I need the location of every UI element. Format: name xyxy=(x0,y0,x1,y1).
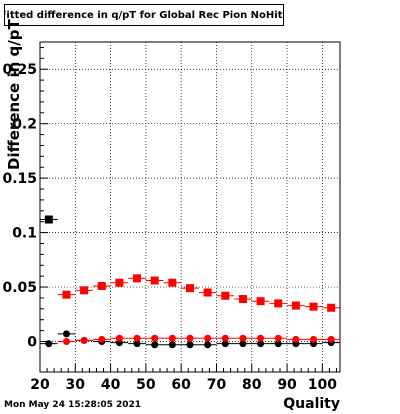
data-point-square xyxy=(203,288,212,297)
data-point-circle xyxy=(310,335,318,343)
plot-frame xyxy=(39,41,341,373)
data-point-circle xyxy=(204,341,212,349)
x-tick-label: 30 xyxy=(66,377,86,393)
data-point-circle xyxy=(221,334,229,342)
y-tick-label: 0.05 xyxy=(2,280,37,296)
x-axis-label: Quality xyxy=(283,396,340,412)
data-point-circle xyxy=(168,341,176,349)
x-tick-label: 90 xyxy=(277,377,297,393)
chart-title: Fitted difference in q/pT for Global Rec… xyxy=(4,4,284,26)
y-tick-label: 0.25 xyxy=(2,62,37,78)
x-tick-label: 70 xyxy=(207,377,227,393)
data-point-circle xyxy=(151,334,159,342)
data-point-square xyxy=(309,302,318,311)
x-tick-label: 50 xyxy=(136,377,156,393)
data-point-circle xyxy=(133,334,141,342)
data-point-circle xyxy=(327,335,335,343)
data-point-circle xyxy=(257,340,265,348)
y-tick-label: 0.1 xyxy=(12,226,37,242)
x-tick-label: 40 xyxy=(101,377,121,393)
data-point-circle xyxy=(62,330,70,338)
data-point-circle xyxy=(239,340,247,348)
data-point-square xyxy=(291,301,300,310)
data-point-circle xyxy=(133,340,141,348)
data-point-square xyxy=(327,303,336,312)
data-point-circle xyxy=(239,334,247,342)
data-point-square xyxy=(80,286,89,295)
data-point-square xyxy=(115,278,124,287)
data-point-circle xyxy=(45,340,53,348)
data-point-circle xyxy=(274,340,282,348)
data-point-square xyxy=(97,281,106,290)
data-point-square xyxy=(238,295,247,304)
data-point-circle xyxy=(80,336,88,344)
data-point-square xyxy=(186,284,194,293)
x-tick-label: 60 xyxy=(171,377,191,393)
data-point-circle xyxy=(62,338,70,346)
data-point-square xyxy=(44,215,53,224)
data-point-square xyxy=(133,274,142,283)
data-point-circle xyxy=(274,334,282,342)
data-point-square xyxy=(274,299,283,308)
data-point-square xyxy=(256,297,265,306)
data-point-circle xyxy=(186,334,194,342)
x-tick-label: 20 xyxy=(30,377,50,393)
data-point-circle xyxy=(98,335,106,343)
data-point-circle xyxy=(292,335,300,343)
x-tick-label: 80 xyxy=(242,377,262,393)
data-point-circle xyxy=(257,334,265,342)
y-axis-label: Difference in q/pT xyxy=(5,19,23,170)
y-tick-label: 0.15 xyxy=(2,171,37,187)
data-point-circle xyxy=(204,334,212,342)
y-tick-label: 0.2 xyxy=(12,117,37,133)
data-point-circle xyxy=(168,334,176,342)
data-point-circle xyxy=(151,341,159,349)
data-point-circle xyxy=(115,334,123,342)
data-point-square xyxy=(62,290,71,299)
datestamp: Mon May 24 15:28:05 2021 xyxy=(4,400,142,410)
data-point-square xyxy=(168,278,177,287)
x-tick-label: 100 xyxy=(308,377,337,393)
y-tick-label: 0 xyxy=(27,335,37,351)
data-point-square xyxy=(150,276,159,285)
data-point-square xyxy=(221,291,230,300)
data-point-circle xyxy=(221,340,229,348)
data-point-circle xyxy=(186,341,194,349)
